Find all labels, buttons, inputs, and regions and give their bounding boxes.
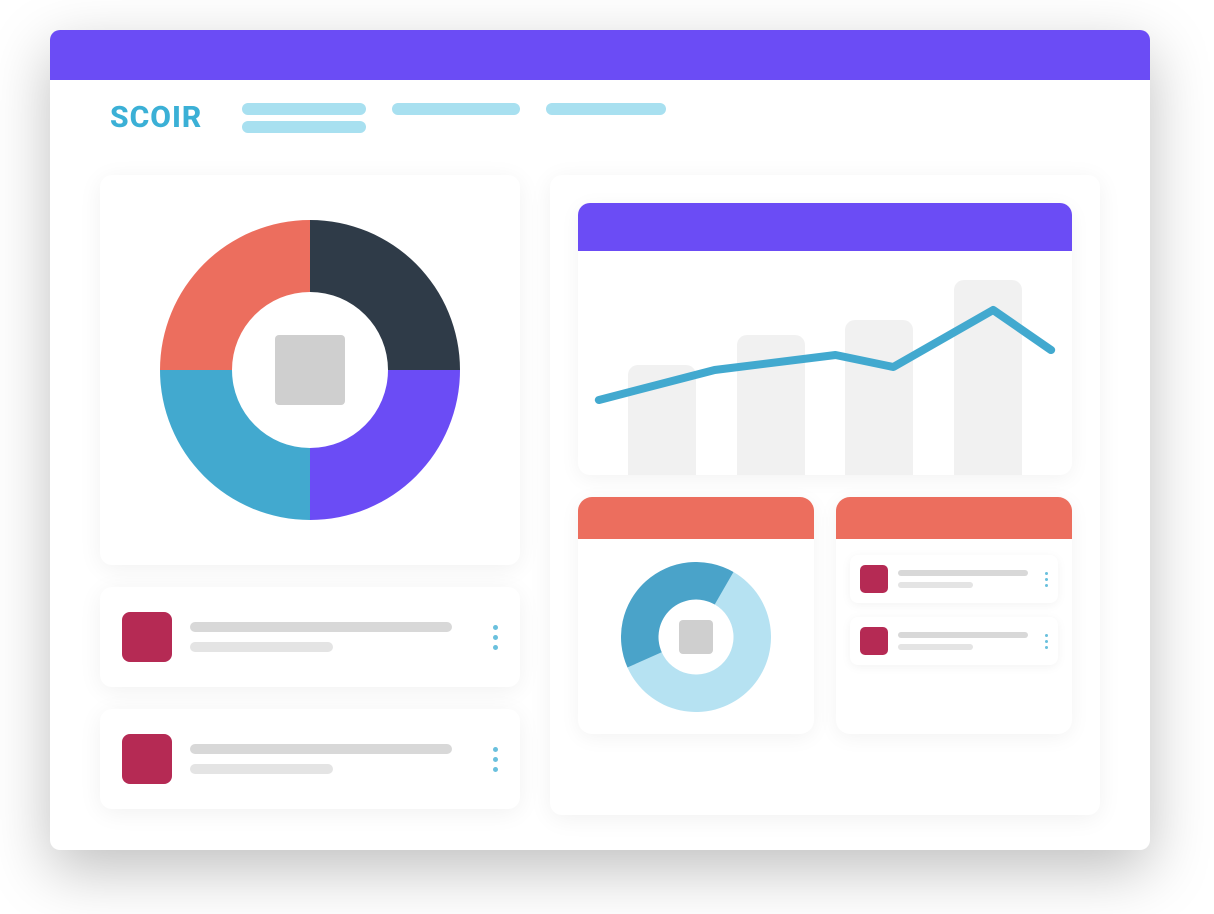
nav-item-2[interactable] <box>546 103 666 115</box>
donut-slice <box>621 562 734 668</box>
nav-pill <box>392 103 520 115</box>
donut-chart-card <box>100 175 520 565</box>
list-item-lines <box>898 632 1035 650</box>
donut-center-square <box>679 620 713 654</box>
mini-list-body <box>836 539 1072 681</box>
nav-pill <box>546 103 666 115</box>
placeholder-line <box>898 570 1028 576</box>
placeholder-line <box>190 764 333 774</box>
mini-donut-body <box>578 539 814 734</box>
brand-logo: SCOIR <box>110 100 202 135</box>
list-item[interactable] <box>850 555 1058 603</box>
list-item-icon <box>122 734 172 784</box>
window-titlebar <box>50 30 1150 80</box>
list-item[interactable] <box>100 587 520 687</box>
top-nav <box>242 103 666 133</box>
nav-item-1[interactable] <box>392 103 520 115</box>
list-item-icon <box>860 627 888 655</box>
dashboard-content <box>50 145 1150 845</box>
placeholder-line <box>898 582 973 588</box>
kebab-menu-icon[interactable] <box>1045 634 1048 649</box>
placeholder-line <box>898 632 1028 638</box>
list-item-icon <box>860 565 888 593</box>
placeholder-line <box>898 644 973 650</box>
combo-chart-body <box>578 251 1072 475</box>
mini-cards-row <box>578 497 1072 734</box>
mini-list-header <box>836 497 1072 539</box>
list-item-lines <box>190 622 475 652</box>
analytics-panel <box>550 175 1100 815</box>
placeholder-line <box>190 744 452 754</box>
logo-text: SCOIR <box>110 100 202 135</box>
mini-donut-chart <box>621 562 771 712</box>
list-item[interactable] <box>850 617 1058 665</box>
kebab-menu-icon[interactable] <box>1045 572 1048 587</box>
list-item-lines <box>898 570 1035 588</box>
nav-pill <box>242 103 366 115</box>
combo-line <box>578 255 1072 475</box>
combo-chart-header <box>578 203 1072 251</box>
left-column <box>100 175 520 815</box>
placeholder-line <box>190 622 452 632</box>
app-window: SCOIR <box>50 30 1150 850</box>
placeholder-line <box>190 642 333 652</box>
list-item-icon <box>122 612 172 662</box>
kebab-menu-icon[interactable] <box>493 747 498 772</box>
donut-chart <box>160 220 460 520</box>
list-item[interactable] <box>100 709 520 809</box>
nav-item-0[interactable] <box>242 103 366 133</box>
app-header: SCOIR <box>50 80 1150 145</box>
nav-pill <box>242 121 366 133</box>
combo-chart-card <box>578 203 1072 475</box>
kebab-menu-icon[interactable] <box>493 625 498 650</box>
mini-list-card <box>836 497 1072 734</box>
mini-donut-card <box>578 497 814 734</box>
mini-donut-header <box>578 497 814 539</box>
donut-center-square <box>275 335 345 405</box>
list-item-lines <box>190 744 475 774</box>
chart-line <box>599 310 1051 400</box>
right-column <box>550 175 1100 815</box>
